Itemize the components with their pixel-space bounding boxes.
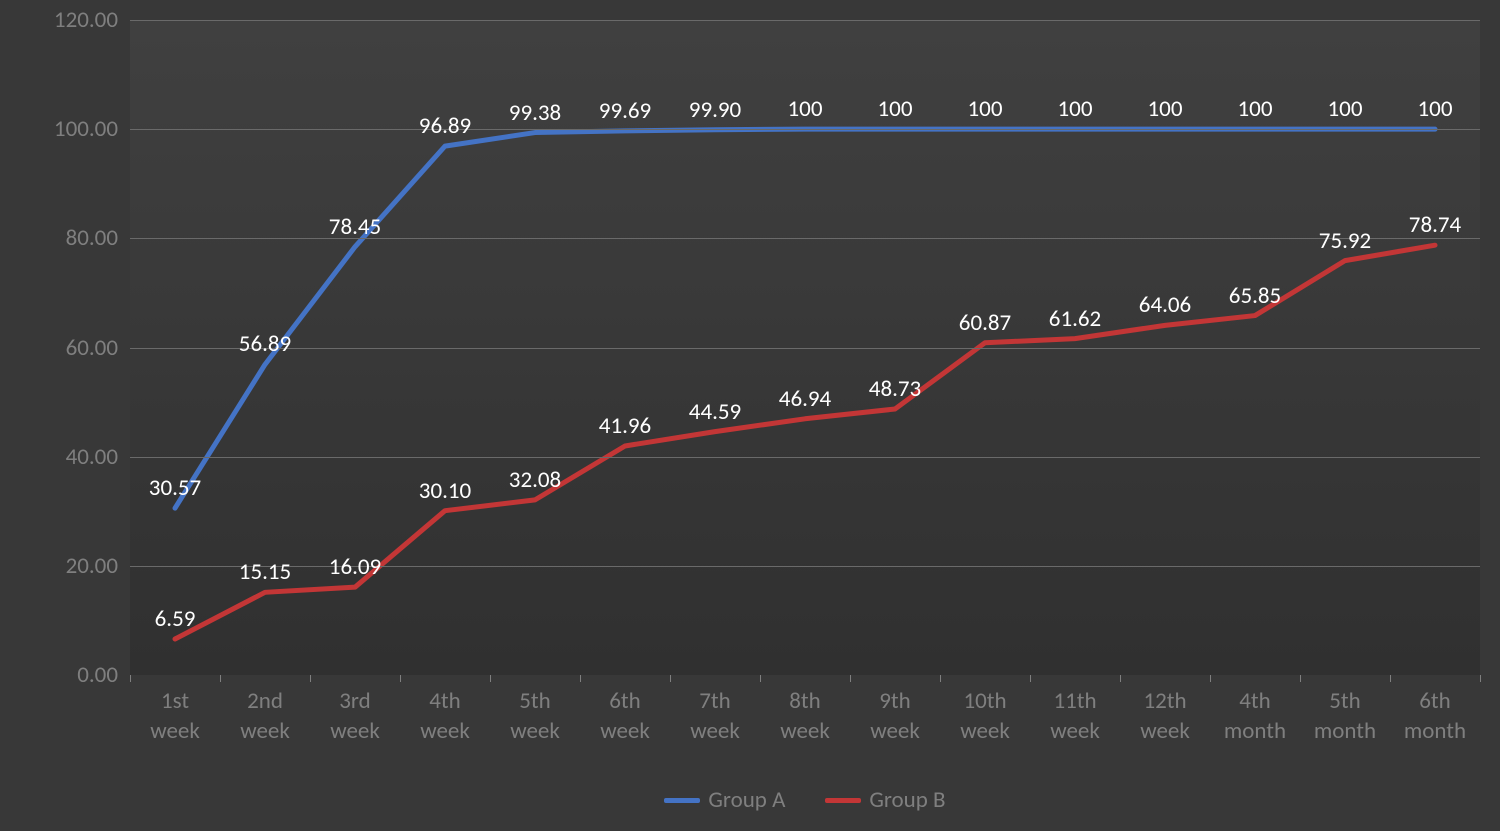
x-axis-tick-mark <box>670 675 671 682</box>
x-axis-tick-label: 11th week <box>1050 687 1100 747</box>
x-axis-tick-label: 12th week <box>1140 687 1190 747</box>
data-label: 100 <box>968 95 1003 123</box>
legend-item: Group A <box>664 786 785 814</box>
x-axis-tick-label: 6th week <box>600 687 650 747</box>
x-axis-tick-label: 10th week <box>960 687 1010 747</box>
data-label: 41.96 <box>599 412 651 440</box>
data-label: 30.57 <box>149 474 201 502</box>
x-axis-tick-mark <box>1390 675 1391 682</box>
data-label: 44.59 <box>689 398 741 426</box>
x-axis-tick-label: 8th week <box>780 687 830 747</box>
data-label: 99.69 <box>599 97 651 125</box>
x-axis-tick-mark <box>760 675 761 682</box>
chart-legend: Group A Group B <box>130 786 1480 814</box>
x-axis-tick-mark <box>1030 675 1031 682</box>
data-label: 61.62 <box>1049 305 1101 333</box>
data-label: 65.85 <box>1229 282 1281 310</box>
data-label: 100 <box>878 95 913 123</box>
x-axis-tick-label: 6th month <box>1404 687 1466 747</box>
y-axis-tick-label: 60.00 <box>66 334 118 362</box>
data-label: 15.15 <box>239 558 291 586</box>
x-axis-tick-label: 1st week <box>150 687 200 747</box>
data-label: 100 <box>1238 95 1273 123</box>
gridline <box>130 20 1480 21</box>
data-label: 56.89 <box>239 330 291 358</box>
y-axis-tick-label: 20.00 <box>66 552 118 580</box>
data-label: 60.87 <box>959 309 1011 337</box>
data-label: 48.73 <box>869 375 921 403</box>
y-axis-tick-label: 120.00 <box>54 6 118 34</box>
gridline <box>130 348 1480 349</box>
x-axis-tick-label: 4th month <box>1224 687 1286 747</box>
y-axis-tick-label: 80.00 <box>66 224 118 252</box>
data-label: 100 <box>1058 95 1093 123</box>
data-label: 32.08 <box>509 466 561 494</box>
legend-label: Group A <box>708 786 785 814</box>
gridline <box>130 129 1480 130</box>
x-axis-tick-label: 4th week <box>420 687 470 747</box>
data-label: 99.90 <box>689 96 741 124</box>
y-axis-tick-label: 40.00 <box>66 443 118 471</box>
data-label: 78.45 <box>329 213 381 241</box>
data-label: 6.59 <box>155 605 196 633</box>
data-label: 99.38 <box>509 99 561 127</box>
x-axis-tick-label: 7th week <box>690 687 740 747</box>
x-axis-tick-mark <box>1210 675 1211 682</box>
data-label: 30.10 <box>419 477 471 505</box>
x-axis-tick-mark <box>850 675 851 682</box>
data-label: 96.89 <box>419 112 471 140</box>
data-label: 64.06 <box>1139 291 1191 319</box>
data-label: 100 <box>1148 95 1183 123</box>
x-axis-tick-mark <box>130 675 131 682</box>
x-axis-tick-mark <box>580 675 581 682</box>
x-axis-tick-mark <box>940 675 941 682</box>
x-axis-tick-mark <box>1120 675 1121 682</box>
data-label: 78.74 <box>1409 211 1461 239</box>
data-label: 100 <box>1328 95 1363 123</box>
x-axis-tick-mark <box>400 675 401 682</box>
x-axis-tick-mark <box>1480 675 1481 682</box>
data-label: 46.94 <box>779 385 831 413</box>
legend-label: Group B <box>869 786 945 814</box>
x-axis-tick-label: 9th week <box>870 687 920 747</box>
legend-swatch <box>664 798 700 803</box>
y-axis-tick-label: 0.00 <box>77 661 118 689</box>
legend-item: Group B <box>825 786 945 814</box>
data-label: 100 <box>788 95 823 123</box>
gridline <box>130 457 1480 458</box>
x-axis-tick-mark <box>1300 675 1301 682</box>
x-axis-tick-label: 5th month <box>1314 687 1376 747</box>
legend-swatch <box>825 798 861 803</box>
x-axis-tick-mark <box>490 675 491 682</box>
x-axis-tick-mark <box>220 675 221 682</box>
line-chart: Group A Group B 0.00 20.00 40.00 60.00 80.00 1… <box>0 0 1500 831</box>
y-axis-tick-label: 100.00 <box>54 115 118 143</box>
data-label: 16.09 <box>329 553 381 581</box>
x-axis-tick-label: 2nd week <box>240 687 290 747</box>
x-axis-tick-label: 5th week <box>510 687 560 747</box>
x-axis-tick-label: 3rd week <box>330 687 380 747</box>
x-axis-tick-mark <box>310 675 311 682</box>
data-label: 100 <box>1418 95 1453 123</box>
data-label: 75.92 <box>1319 227 1371 255</box>
